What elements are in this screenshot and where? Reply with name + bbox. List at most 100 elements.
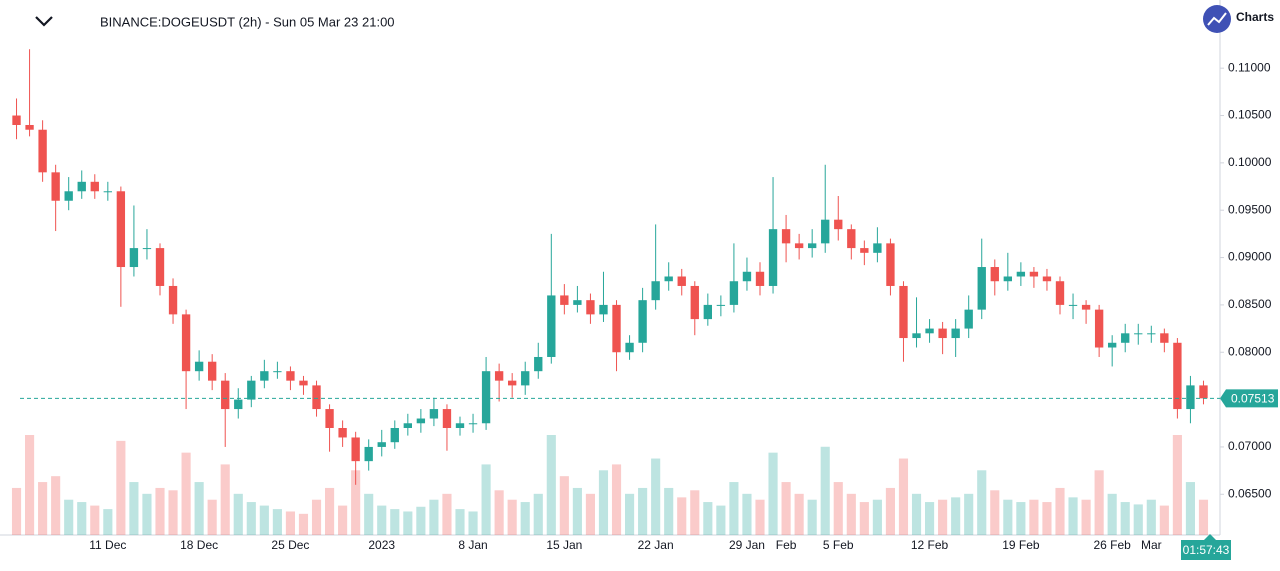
volume-bar	[90, 505, 100, 535]
volume-bar	[364, 493, 374, 535]
candle-body	[651, 281, 660, 301]
candle-body	[468, 423, 478, 425]
volume-bar	[990, 490, 1000, 535]
candle-body	[364, 446, 373, 462]
candle-body	[925, 328, 934, 334]
volume-bar	[311, 499, 322, 535]
candle-body	[338, 428, 347, 438]
volume-bar	[1003, 499, 1013, 535]
candle-body	[977, 267, 986, 310]
candle-body	[847, 229, 856, 249]
volume-bar	[1120, 502, 1130, 535]
candle-body	[442, 409, 452, 428]
volume-bar	[677, 497, 687, 535]
candle-body	[834, 219, 843, 230]
volume-bar	[638, 487, 648, 535]
candle-body	[1108, 342, 1117, 348]
y-tick-label: 0.07000	[1228, 439, 1272, 453]
volume-bar	[298, 513, 309, 535]
candle-body	[38, 129, 47, 173]
candle-body	[181, 314, 191, 372]
candle-body	[390, 428, 399, 443]
volume-bar	[377, 505, 387, 535]
volume-bar	[925, 502, 935, 535]
volume-bar	[755, 499, 765, 535]
chart-title: BINANCE:DOGEUSDT (2h) - Sun 05 Mar 23 21…	[100, 14, 395, 29]
x-tick-label: 22 Jan	[638, 538, 674, 552]
x-tick-label: 29 Jan	[729, 538, 765, 552]
logo-text[interactable]: Charts	[1236, 10, 1274, 24]
volume-bar	[416, 506, 426, 535]
volume-bar	[572, 487, 582, 535]
volume-bar	[429, 499, 439, 535]
candle-body	[1160, 333, 1169, 343]
candle-body	[912, 333, 921, 339]
x-tick-label: 25 Dec	[271, 538, 309, 552]
candle-body	[129, 248, 139, 268]
volume-bar	[1029, 499, 1039, 535]
volume-bar	[1042, 502, 1052, 535]
candle-body	[873, 243, 882, 253]
volume-bar	[833, 482, 843, 535]
volume-bar	[468, 511, 478, 535]
volume-bar	[872, 499, 882, 535]
volume-bar	[533, 493, 543, 535]
candle-body	[742, 271, 752, 282]
volume-bar	[911, 493, 922, 535]
candle-body	[1173, 342, 1182, 410]
candle-body	[377, 442, 386, 447]
volume-bar	[846, 493, 856, 535]
candle-body	[768, 229, 778, 286]
volume-bar	[1185, 482, 1195, 535]
volume-bar	[51, 476, 61, 535]
volume-bar	[403, 511, 413, 535]
candle-body	[821, 219, 830, 244]
volume-bar	[651, 458, 661, 535]
candle-body	[208, 361, 217, 381]
volume-bar	[220, 464, 230, 535]
candle-body	[860, 248, 869, 253]
volume-bar	[781, 482, 791, 535]
volume-bar	[181, 452, 191, 535]
candle-body	[1068, 304, 1078, 306]
volume-bar	[233, 493, 243, 535]
candle-body	[299, 380, 308, 386]
candle-body	[325, 409, 334, 428]
candle-body	[1003, 276, 1012, 282]
volume-bar	[1159, 505, 1169, 535]
candle-body	[25, 124, 34, 130]
volume-bar	[716, 505, 726, 535]
volume-bar	[859, 502, 869, 535]
candle-body	[481, 371, 491, 424]
volume-bar	[442, 493, 452, 535]
volume-bar	[77, 502, 87, 535]
y-tick-label: 0.10000	[1228, 155, 1272, 169]
x-tick-label: 18 Dec	[180, 538, 218, 552]
volume-bar	[964, 493, 974, 535]
candle-body	[716, 304, 726, 306]
candle-body	[1016, 271, 1026, 277]
candle-body	[547, 295, 556, 357]
y-tick-label: 0.11000	[1228, 60, 1271, 74]
logo-badge[interactable]	[1203, 5, 1231, 33]
countdown-box	[1181, 540, 1231, 560]
countdown-arrow	[1204, 534, 1216, 540]
candle-body	[1147, 333, 1156, 335]
logo-icon	[1207, 12, 1227, 26]
candle-body	[990, 267, 999, 282]
candle-body	[586, 300, 595, 315]
volume-bar	[259, 505, 269, 535]
collapse-icon[interactable]	[35, 16, 53, 27]
candle-body	[951, 328, 960, 339]
candle-body	[416, 418, 426, 424]
x-tick-label: 15 Jan	[546, 538, 582, 552]
volume-bar	[1068, 497, 1078, 535]
volume-bar	[246, 502, 256, 535]
x-tick-label: 2023	[368, 538, 395, 552]
candle-body	[221, 380, 230, 410]
candle-body	[560, 295, 569, 305]
volume-bar	[585, 493, 595, 535]
volume-bar	[1172, 435, 1182, 535]
volume-bar	[951, 497, 961, 535]
